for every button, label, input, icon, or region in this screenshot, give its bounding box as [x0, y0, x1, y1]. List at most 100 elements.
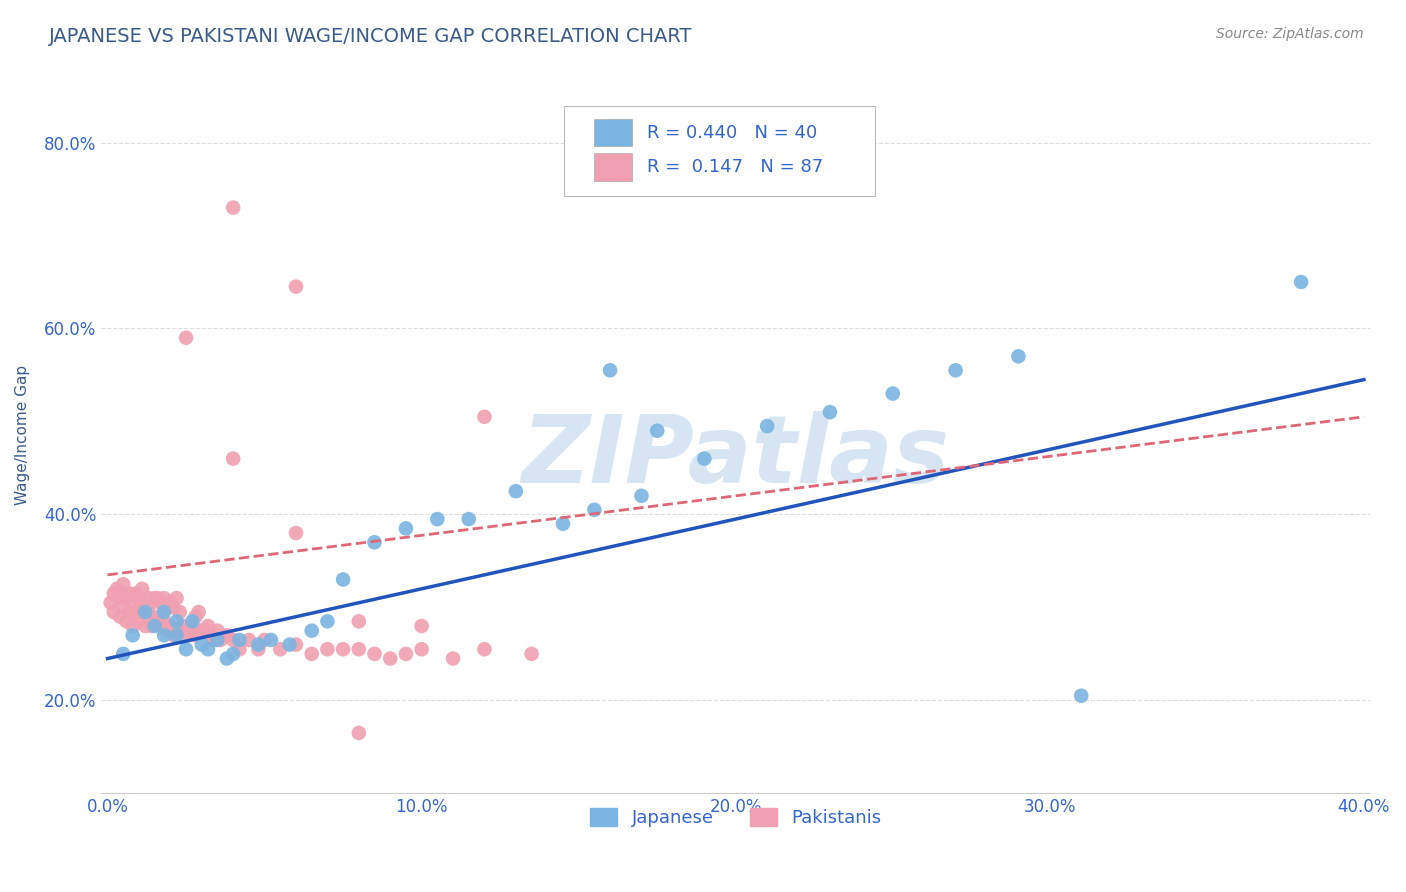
Point [174, 642, 197, 657]
Point [426, 512, 449, 526]
Point [194, 624, 217, 638]
Y-axis label: Wage/Income Gap: Wage/Income Gap [15, 366, 30, 506]
FancyBboxPatch shape [564, 106, 876, 195]
Point [441, 651, 464, 665]
Point [143, 591, 166, 606]
Text: ZIPatlas: ZIPatlas [522, 411, 950, 503]
Point [121, 619, 143, 633]
Point [134, 596, 156, 610]
Point [247, 638, 270, 652]
Point [108, 609, 131, 624]
Point [260, 632, 283, 647]
Point [179, 624, 201, 638]
Point [108, 591, 131, 606]
Point [166, 591, 188, 606]
Point [159, 596, 181, 610]
Point [363, 535, 385, 549]
Point [363, 647, 385, 661]
Point [693, 451, 716, 466]
Point [247, 642, 270, 657]
Point [159, 619, 181, 633]
Point [285, 279, 308, 293]
Point [474, 409, 496, 424]
Point [505, 484, 527, 499]
Point [153, 605, 176, 619]
Point [347, 642, 370, 657]
Point [347, 726, 370, 740]
Point [153, 615, 176, 629]
Point [551, 516, 574, 531]
Point [105, 582, 128, 596]
Point [141, 596, 163, 610]
Point [181, 619, 204, 633]
Point [332, 573, 354, 587]
Point [115, 615, 138, 629]
Point [645, 424, 668, 438]
Point [222, 201, 245, 215]
Point [112, 600, 135, 615]
Point [599, 363, 621, 377]
Point [187, 605, 209, 619]
Point [141, 619, 163, 633]
Point [128, 591, 150, 606]
Point [166, 615, 188, 629]
Point [474, 642, 496, 657]
Point [332, 642, 354, 657]
Point [1289, 275, 1312, 289]
Point [630, 489, 652, 503]
Point [1007, 350, 1029, 364]
Point [457, 512, 479, 526]
Point [228, 632, 250, 647]
Point [115, 591, 138, 606]
Point [316, 642, 339, 657]
Bar [593, 153, 631, 180]
Point [583, 502, 606, 516]
Point [207, 624, 229, 638]
Point [202, 632, 225, 647]
Point [756, 419, 779, 434]
Point [197, 619, 219, 633]
Point [200, 628, 222, 642]
Point [100, 596, 122, 610]
Point [411, 642, 433, 657]
Point [143, 615, 166, 629]
Text: JAPANESE VS PAKISTANI WAGE/INCOME GAP CORRELATION CHART: JAPANESE VS PAKISTANI WAGE/INCOME GAP CO… [49, 27, 693, 45]
Point [125, 586, 148, 600]
Point [143, 619, 166, 633]
Point [380, 651, 402, 665]
Point [121, 596, 143, 610]
Point [138, 591, 160, 606]
Point [162, 628, 184, 642]
Point [128, 615, 150, 629]
Point [253, 632, 276, 647]
Point [169, 624, 191, 638]
Point [131, 605, 153, 619]
Point [149, 596, 172, 610]
Point [184, 609, 207, 624]
Point [187, 624, 209, 638]
Point [215, 628, 238, 642]
Point [112, 577, 135, 591]
Bar [593, 119, 631, 146]
Point [238, 632, 260, 647]
Point [395, 521, 418, 535]
Point [174, 628, 197, 642]
Point [285, 638, 308, 652]
Point [169, 605, 191, 619]
Point [174, 331, 197, 345]
Point [191, 638, 214, 652]
Point [131, 582, 153, 596]
Point [278, 638, 301, 652]
Point [118, 586, 141, 600]
Point [153, 591, 176, 606]
Text: R = 0.440   N = 40: R = 0.440 N = 40 [647, 124, 817, 142]
Point [146, 591, 169, 606]
Point [197, 642, 219, 657]
Point [222, 632, 245, 647]
Point [146, 609, 169, 624]
Point [112, 647, 135, 661]
Point [301, 647, 323, 661]
Legend: Japanese, Pakistanis: Japanese, Pakistanis [583, 801, 889, 834]
Point [184, 628, 207, 642]
Point [125, 605, 148, 619]
